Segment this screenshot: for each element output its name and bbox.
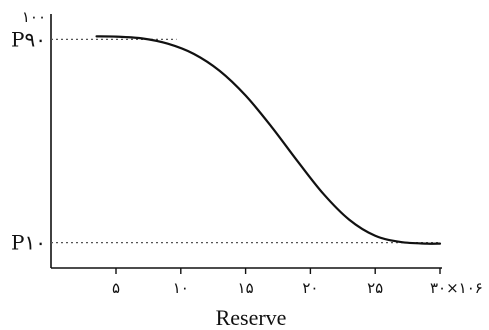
x-tick-label: ۵ — [112, 279, 120, 297]
x-ticks: ۵ ۱۰ ۱۵ ۲۰ ۲۵ ۳۰×۱۰۶ — [112, 268, 483, 297]
x-tick-label: ۲۵ — [367, 279, 383, 297]
series-line — [95, 35, 442, 245]
x-tick-label: ۳۰×۱۰۶ — [430, 279, 483, 297]
x-tick-label: ۱۰ — [173, 279, 189, 297]
reference-label: P۱۰ — [11, 231, 46, 255]
x-axis-title: Reserve — [216, 305, 287, 330]
axes — [50, 14, 442, 269]
reference-lines: P۹۰ P۱۰ — [11, 27, 440, 255]
x-tick-label: ۱۵ — [238, 279, 254, 297]
y-top-label: ۱۰۰ — [22, 8, 46, 26]
x-tick-label: ۲۰ — [302, 279, 318, 297]
reference-label: P۹۰ — [11, 27, 46, 51]
